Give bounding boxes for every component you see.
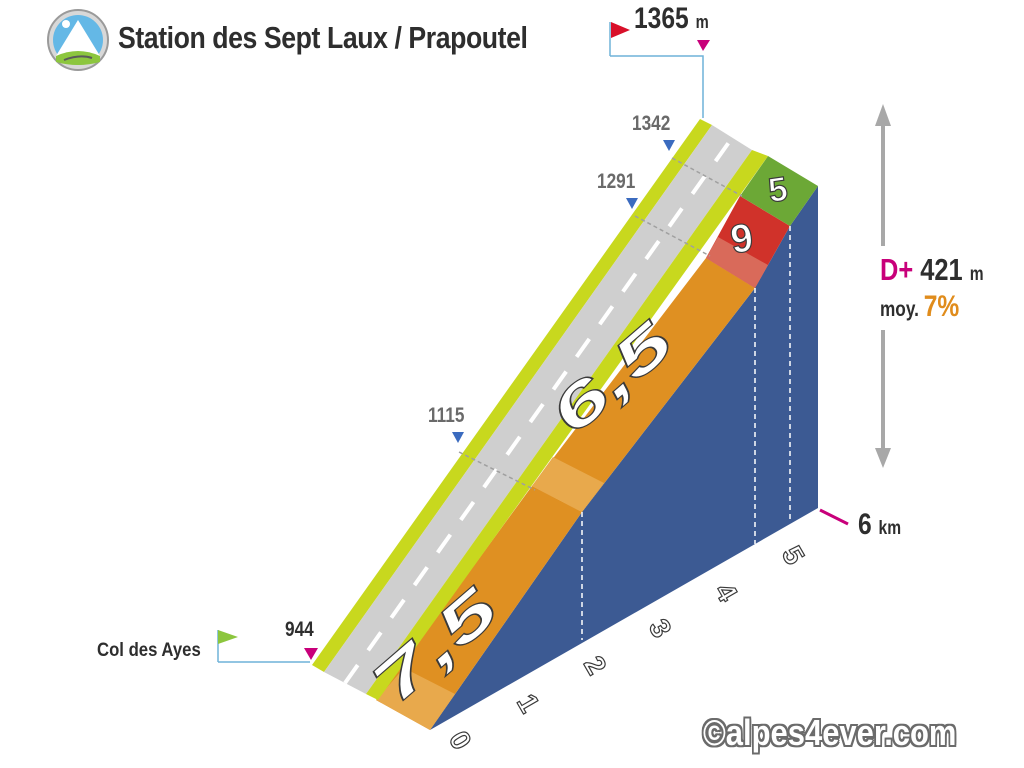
start-name: Col des Ayes — [97, 640, 201, 661]
elevation-arrow-icon — [875, 104, 891, 468]
distance-stat: 6 km — [858, 508, 901, 542]
average-value: 7% — [923, 290, 960, 323]
elev-label-1342: 1342 — [632, 112, 671, 135]
average-label: moy. — [880, 298, 919, 321]
summit-leader — [610, 55, 704, 118]
km-tick-label: 5 — [776, 541, 811, 570]
dplus-unit: m — [969, 264, 984, 285]
start-flag-icon — [218, 630, 238, 644]
mountain-road-icon — [47, 9, 109, 71]
distance-value: 6 — [858, 508, 872, 541]
summit-flag-icon — [611, 22, 630, 38]
elev-label-1115: 1115 — [428, 404, 465, 427]
km-tick-label: 4 — [709, 578, 744, 607]
segment-separator — [634, 215, 711, 257]
km-tick-label: 3 — [643, 614, 678, 643]
segment-separator — [458, 451, 536, 491]
summit-alt-unit: m — [695, 12, 709, 32]
segment-band-4 — [740, 156, 818, 226]
dplus-stat: D+ 421 m — [880, 252, 984, 288]
km-tick-label: 1 — [511, 689, 546, 718]
segment-band-1 — [376, 486, 582, 730]
dplus-label: D+ — [880, 252, 914, 287]
summit-marker-icon — [697, 40, 710, 51]
segment-band-3-light — [706, 237, 768, 288]
summit-altitude: 1365 m — [634, 2, 709, 36]
segment-band-1-light — [376, 668, 455, 730]
segment-separator — [671, 157, 743, 197]
km-tick-label: 2 — [578, 651, 613, 680]
road-centre-line — [343, 136, 734, 685]
verge-left — [312, 119, 712, 672]
summit-alt-value: 1365 — [634, 2, 689, 35]
start-marker-icon — [304, 648, 318, 660]
copyright: ©alpes4ever.com — [703, 712, 957, 753]
segment-band-2-light — [532, 457, 604, 512]
start-altitude: 944 — [285, 618, 314, 641]
verge-right — [366, 150, 768, 700]
page-title: Station des Sept Laux / Prapoutel — [118, 20, 528, 55]
elev-marker-icon — [452, 432, 464, 443]
gradient-label-4: 5 — [766, 170, 790, 210]
dplus-value: 421 — [920, 252, 963, 287]
segment-band-2 — [532, 258, 755, 512]
distance-tick — [819, 508, 849, 526]
km-tick-label: 0 — [443, 726, 478, 755]
elev-marker-icon — [626, 198, 638, 209]
average-stat: moy. 7% — [880, 290, 959, 324]
elev-marker-icon — [663, 140, 675, 151]
distance-unit: km — [878, 518, 902, 539]
elev-label-1291: 1291 — [597, 170, 636, 193]
side-wall — [430, 186, 818, 730]
